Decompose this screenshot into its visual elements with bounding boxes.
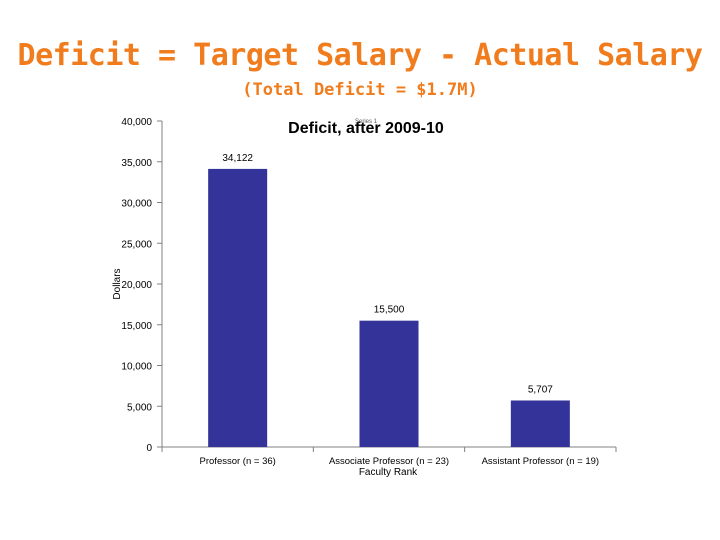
legend-label: Series 1	[355, 119, 378, 125]
bar	[208, 168, 268, 447]
x-axis-label: Faculty Rank	[359, 467, 418, 478]
data-label: 15,500	[374, 305, 405, 316]
y-tick-label: 40,000	[121, 117, 152, 128]
x-tick-label: Professor (n = 36)	[200, 456, 276, 467]
chart-title: Deficit, after 2009-10	[288, 120, 444, 137]
y-tick-label: 10,000	[121, 362, 152, 373]
y-tick-label: 25,000	[121, 239, 152, 250]
y-tick-label: 35,000	[121, 158, 152, 169]
data-label: 5,707	[528, 384, 553, 395]
slide-title: Deficit = Target Salary - Actual Salary	[17, 38, 703, 73]
y-tick-label: 30,000	[121, 199, 152, 210]
data-label: 34,122	[222, 153, 253, 164]
y-tick-label: 20,000	[121, 280, 152, 291]
x-tick-label: Assistant Professor (n = 19)	[482, 456, 599, 467]
y-axis-label: Dollars	[112, 268, 123, 299]
y-tick-label: 5,000	[127, 402, 152, 413]
bar	[510, 400, 570, 447]
y-tick-label: 0	[146, 443, 152, 454]
bar	[359, 320, 419, 447]
slide-subtitle: (Total Deficit = $1.7M)	[242, 80, 478, 100]
y-tick-label: 15,000	[121, 321, 152, 332]
x-tick-label: Associate Professor (n = 23)	[329, 456, 449, 467]
